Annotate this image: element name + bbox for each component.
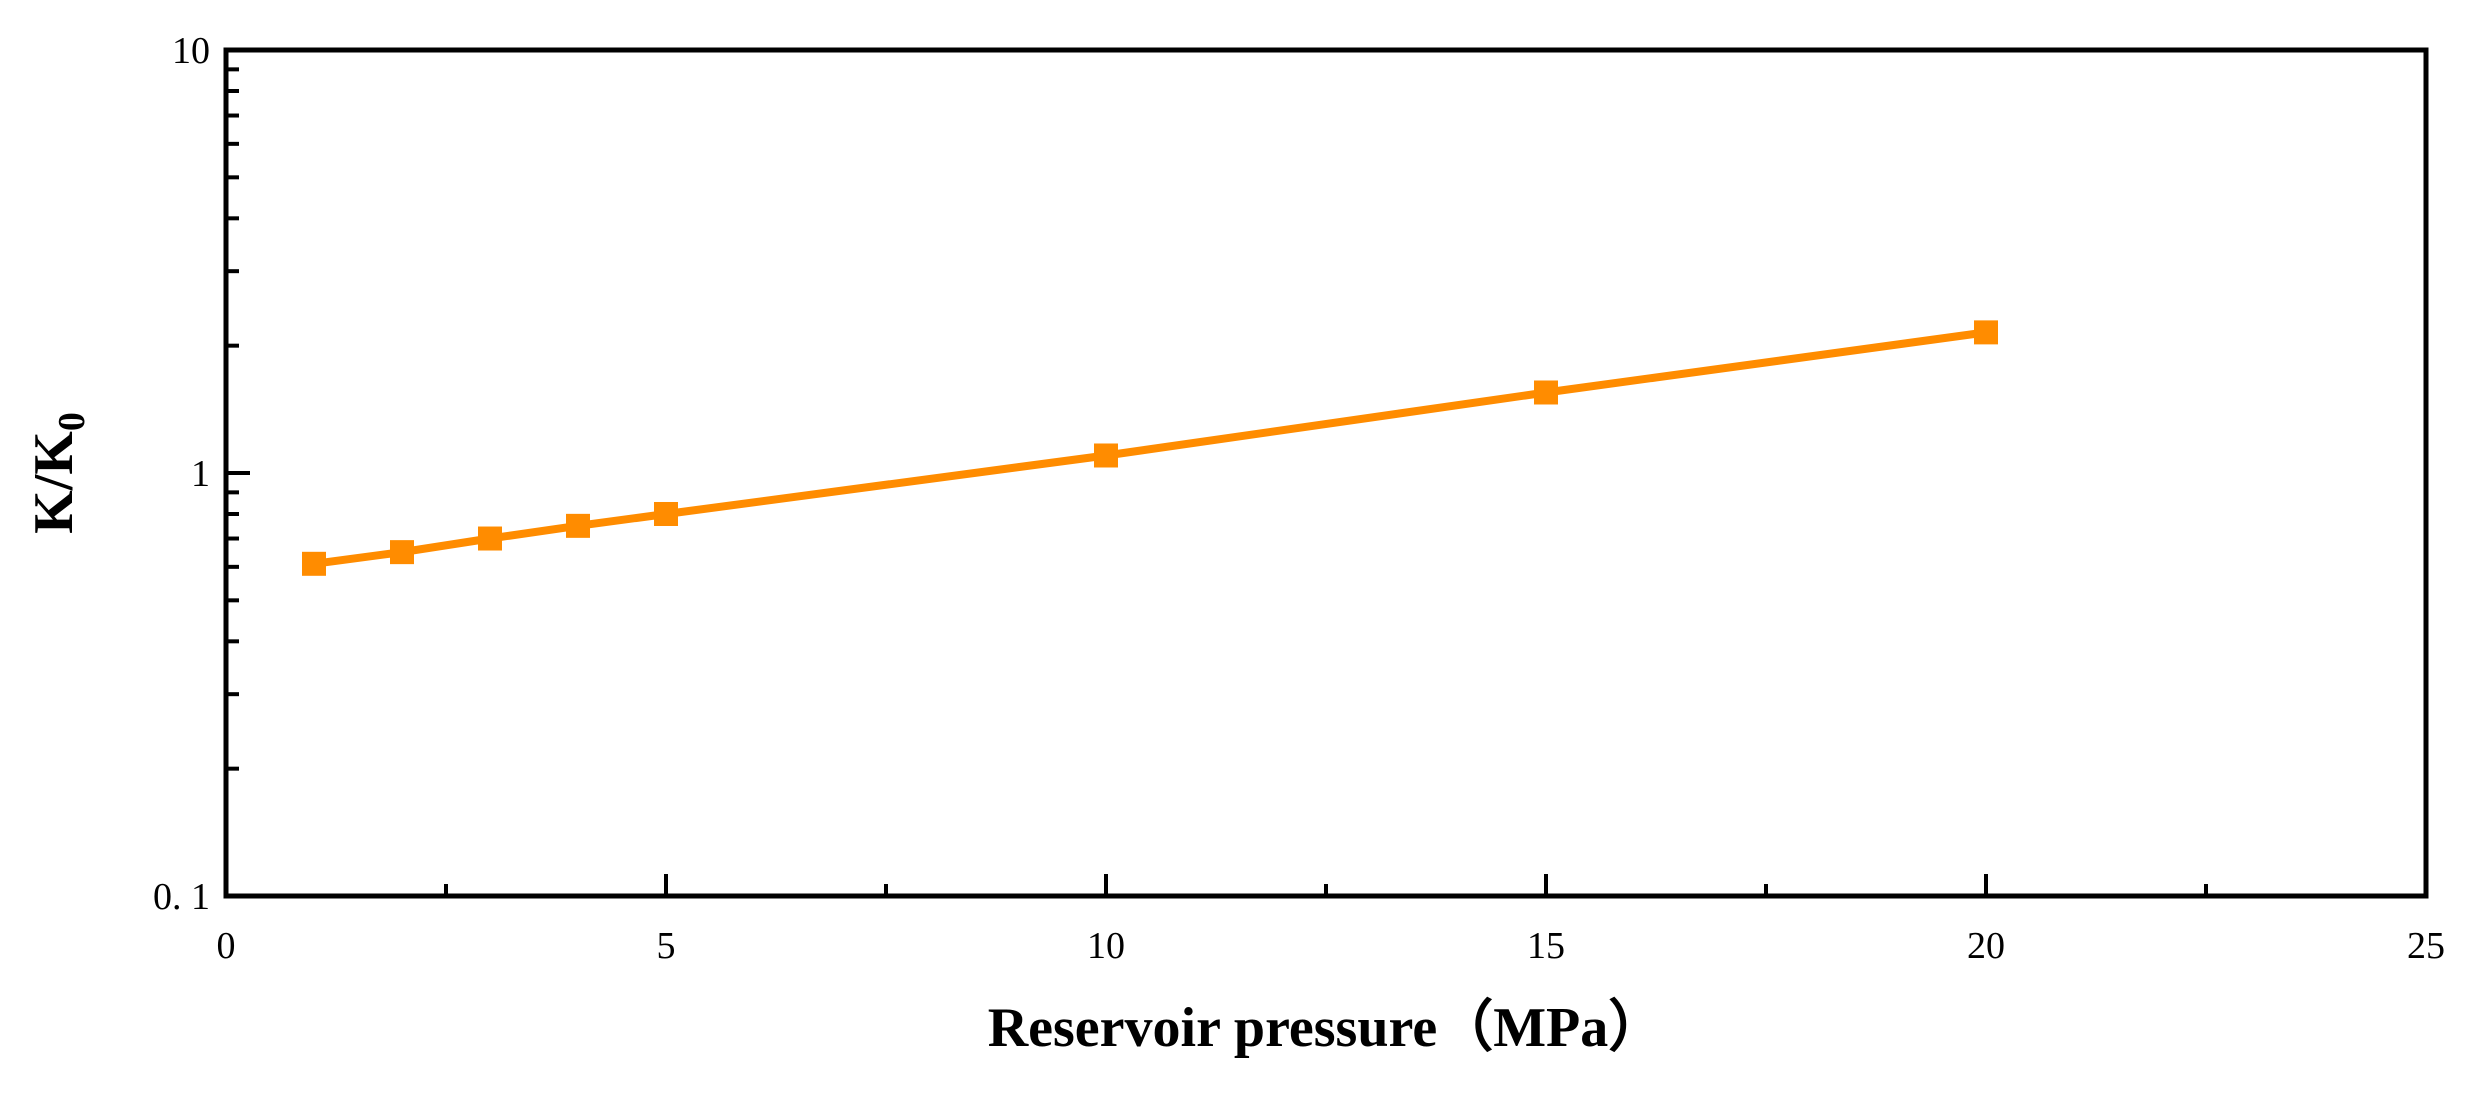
y-axis-title-subscript: 0 — [51, 412, 93, 431]
x-tick-label: 25 — [2407, 925, 2445, 967]
data-point — [1974, 320, 1998, 345]
x-tick-label: 15 — [1527, 925, 1565, 967]
data-point — [478, 526, 502, 551]
x-tick-label: 20 — [1967, 925, 2005, 967]
y-tick-label: 1 — [191, 453, 210, 495]
y-tick-label: 0. 1 — [153, 876, 210, 918]
data-point — [654, 501, 678, 526]
series-layer — [302, 320, 1998, 576]
series-group — [302, 320, 1998, 576]
y-tick-label: 10 — [172, 30, 210, 72]
data-point — [302, 551, 326, 576]
x-tick-label: 0 — [217, 925, 236, 967]
data-point — [1094, 443, 1118, 468]
tick-label-layer: 0 5 10 15 20 25 0. 1 1 10 — [153, 30, 2445, 967]
y-axis-title: K/K0 — [23, 412, 93, 534]
x-tick-label: 10 — [1087, 925, 1125, 967]
x-tick-label: 5 — [657, 925, 676, 967]
series-line — [313, 328, 1987, 568]
tick-layer — [224, 48, 2428, 898]
data-point — [1534, 380, 1558, 405]
x-axis-title: Reservoir pressure（MPa） — [988, 996, 1665, 1059]
data-point — [390, 540, 414, 565]
y-axis-title-main: K/K — [23, 431, 85, 534]
plot-area-frame — [223, 47, 2429, 899]
data-point — [566, 513, 590, 538]
